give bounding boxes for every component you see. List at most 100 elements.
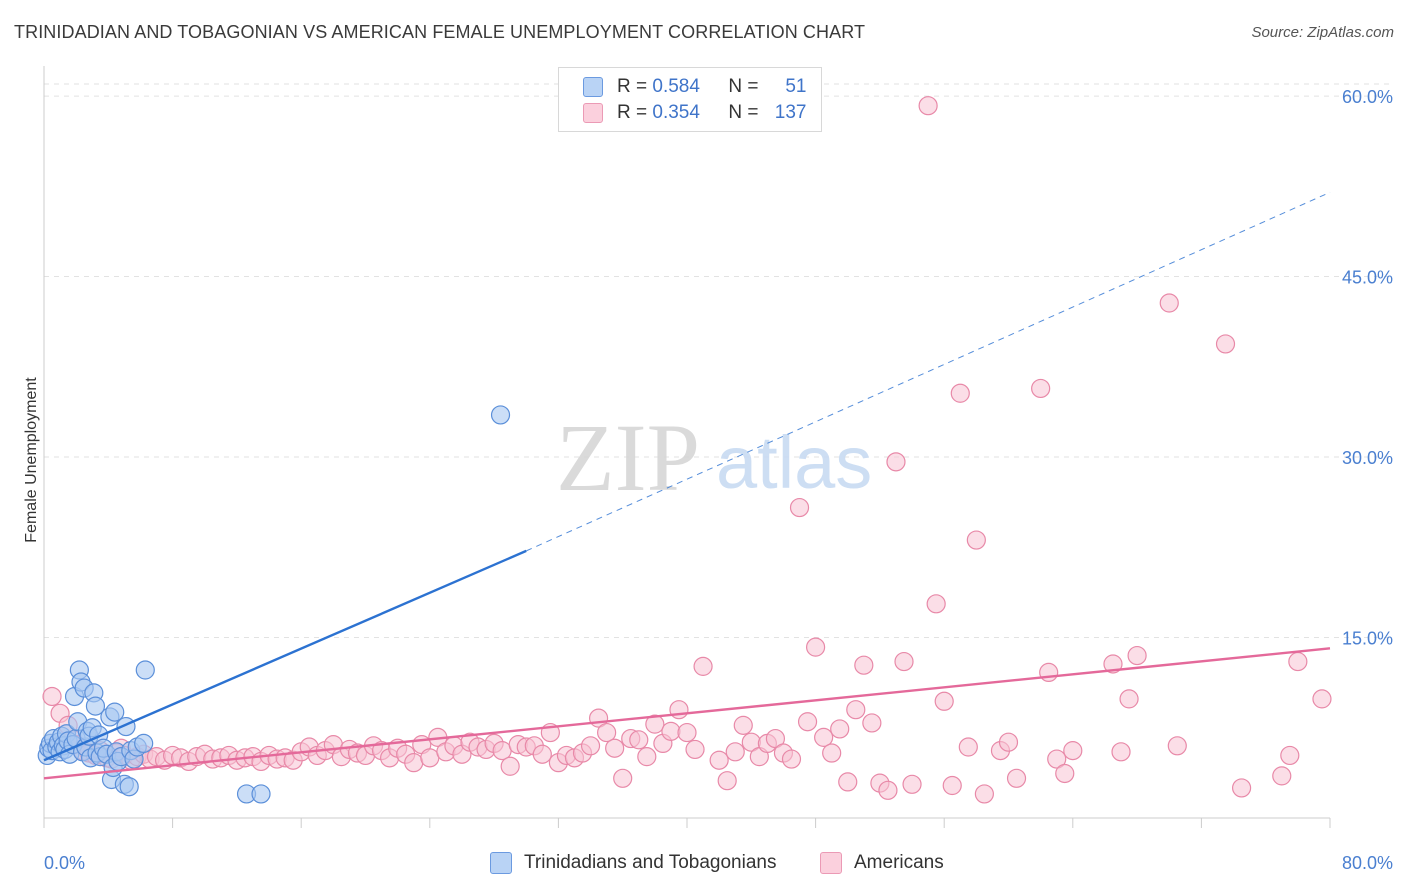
- american-point: [942, 775, 962, 796]
- american-point: [685, 739, 705, 760]
- y-tick-label: 45.0%: [1342, 268, 1393, 288]
- american-point: [1280, 745, 1300, 766]
- american-point: [765, 728, 786, 749]
- american-point: [822, 743, 842, 763]
- trinidadian-trend-extension: [526, 191, 1331, 552]
- tick-labels: 15.0% 30.0% 45.0% 60.0% 0.0% 80.0%: [44, 87, 1393, 873]
- american-point: [1312, 689, 1332, 709]
- american-point: [1111, 742, 1131, 762]
- american-point: [404, 753, 424, 773]
- pink-swatch: [583, 103, 603, 123]
- american-point: [717, 771, 737, 791]
- american-point: [958, 737, 978, 757]
- x-tick-label: 0.0%: [44, 853, 85, 873]
- american-point: [637, 747, 657, 767]
- legend-n-value: 137: [774, 102, 807, 123]
- american-point: [1103, 654, 1123, 674]
- trinidadian-point: [105, 702, 125, 722]
- american-point: [918, 96, 938, 116]
- american-point: [862, 713, 882, 733]
- series-name: Trinidadians and Tobagonians: [524, 852, 777, 873]
- american-point: [1006, 768, 1027, 788]
- trinidadian-point: [119, 777, 139, 797]
- trend-lines: [43, 191, 1331, 780]
- american-point: [597, 722, 617, 743]
- american-point: [1055, 763, 1075, 784]
- american-point: [709, 750, 729, 770]
- legend-r-value: 0.354: [652, 102, 700, 123]
- american-point: [998, 732, 1019, 752]
- american-point: [781, 749, 802, 769]
- legend-r-label: R =: [617, 102, 648, 123]
- american-point: [605, 738, 625, 758]
- american-point: [1167, 736, 1187, 756]
- trinidadian-point: [85, 696, 106, 716]
- american-point: [1159, 293, 1179, 313]
- watermark-atlas: atlas: [716, 421, 872, 504]
- american-point: [733, 715, 753, 735]
- legend-item-trinidadian[interactable]: Trinidadians and Tobagonians: [490, 852, 776, 874]
- american-point: [926, 594, 946, 614]
- american-point: [1039, 662, 1059, 683]
- american-point: [902, 774, 922, 794]
- american-point: [1127, 645, 1147, 666]
- american-point: [677, 722, 697, 743]
- trinidadian-trend-line: [43, 549, 527, 762]
- trinidadian-point: [251, 784, 271, 804]
- chart-title: TRINIDADIAN AND TOBAGONIAN VS AMERICAN F…: [14, 22, 866, 42]
- series-name: Americans: [854, 852, 944, 873]
- american-point: [966, 530, 986, 550]
- american-point: [1215, 334, 1236, 354]
- legend-n-value: 51: [785, 76, 807, 97]
- american-point: [1063, 741, 1083, 761]
- american-point: [878, 780, 898, 800]
- legend-r-value: 0.584: [652, 76, 700, 97]
- american-point: [645, 714, 665, 734]
- american-point: [661, 721, 681, 741]
- american-point: [1272, 766, 1292, 786]
- american-point: [886, 452, 906, 472]
- american-point: [532, 744, 552, 764]
- american-point: [1031, 378, 1051, 399]
- american-point: [974, 784, 994, 804]
- american-point: [950, 383, 970, 403]
- american-point: [854, 655, 874, 675]
- american-point: [693, 656, 713, 676]
- american-point: [629, 730, 649, 750]
- american-point: [1047, 749, 1067, 769]
- american-point: [797, 712, 818, 732]
- american-point: [580, 736, 601, 756]
- watermark-zip: ZIP: [556, 404, 700, 511]
- american-point: [934, 691, 954, 711]
- american-point: [894, 651, 914, 672]
- x-tick-label: 80.0%: [1342, 853, 1393, 873]
- legend-row-trinidadian: R = 0.584 N = 51: [583, 75, 807, 99]
- american-point: [805, 637, 826, 657]
- american-point: [1119, 689, 1139, 709]
- american-point: [420, 748, 440, 768]
- american-point: [830, 719, 850, 739]
- blue-swatch: [583, 77, 603, 97]
- correlation-legend: R = 0.584 N = 51 R = 0.354 N = 137: [558, 67, 822, 132]
- american-point: [500, 756, 520, 776]
- americans-trend-line: [43, 647, 1331, 780]
- legend-n-label: N =: [728, 76, 759, 97]
- trinidadian-point: [134, 733, 154, 754]
- source-credit: Source: ZipAtlas.com: [1251, 24, 1394, 41]
- y-tick-label: 15.0%: [1342, 629, 1393, 649]
- pink-swatch: [820, 852, 842, 874]
- gridlines: [44, 83, 1392, 639]
- y-tick-label: 60.0%: [1342, 87, 1393, 107]
- american-point: [42, 686, 62, 707]
- legend-row-americans: R = 0.354 N = 137: [583, 101, 807, 125]
- y-axis-label: Female Unemployment: [23, 377, 40, 543]
- watermark: ZIP atlas: [556, 404, 872, 511]
- legend-n-label: N =: [728, 102, 759, 123]
- legend-r-label: R =: [617, 76, 648, 97]
- legend-item-americans[interactable]: Americans: [820, 852, 944, 874]
- blue-swatch: [490, 852, 512, 874]
- american-point: [669, 700, 689, 720]
- american-point: [789, 497, 810, 518]
- american-point: [846, 700, 866, 720]
